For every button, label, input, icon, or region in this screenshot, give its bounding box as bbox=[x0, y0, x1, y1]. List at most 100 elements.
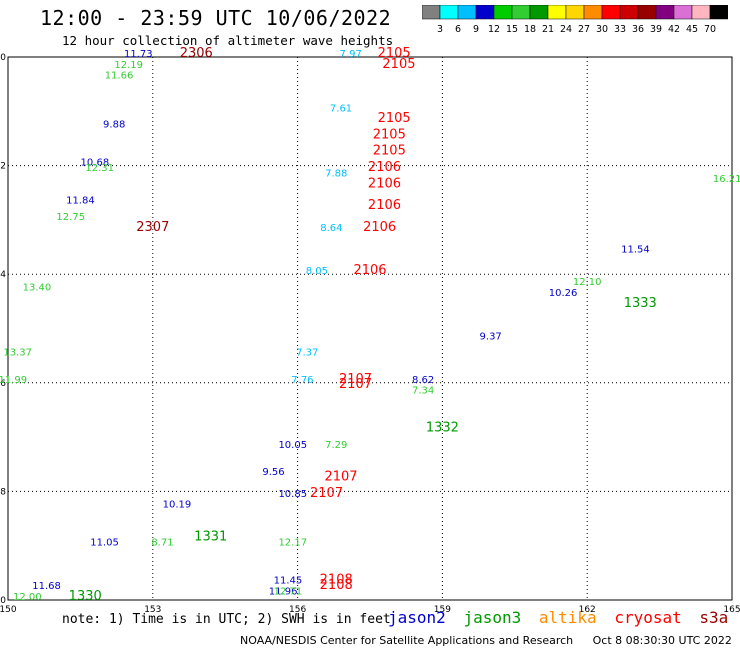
scale-tick-label: 42 bbox=[668, 24, 680, 35]
wave-height-value: 8.05 bbox=[306, 266, 328, 277]
x-tick-label: 153 bbox=[144, 605, 161, 615]
wave-height-value: 12.17 bbox=[278, 538, 307, 549]
pass-time-label: 1330 bbox=[69, 589, 102, 604]
scale-tick-label: 70 bbox=[704, 24, 716, 35]
track: 11.73 9.88 10.68 11.84 bbox=[66, 49, 153, 207]
wave-height-value: 13.40 bbox=[23, 282, 52, 293]
wave-height-color-scale: 3 6 9 12 15 18 21 24 27 30 33 36 39 42 45 70 bbox=[422, 5, 728, 35]
satellite-legend: jason2 jason3 altika cryosat s3a bbox=[388, 608, 736, 627]
y-tick-label: -50 bbox=[0, 53, 6, 63]
map-frame bbox=[7, 56, 733, 601]
wave-height-value: 7.34 bbox=[412, 386, 434, 397]
pass-time-label: 2105 bbox=[378, 111, 411, 126]
scale-tick-label: 24 bbox=[560, 24, 572, 35]
wave-height-value: 12.19 bbox=[114, 60, 143, 71]
track: 12.00 8.71 7.29 7.34 12.10 16.21 bbox=[13, 174, 740, 603]
legend-altika: altika bbox=[538, 608, 597, 627]
wave-height-value: 8.71 bbox=[151, 538, 173, 549]
track: 12.17 12.71 bbox=[274, 538, 307, 598]
pass-time-label: 2105 bbox=[373, 144, 406, 159]
y-tick-label: -54 bbox=[0, 270, 6, 280]
scale-tick-label: 33 bbox=[614, 24, 626, 35]
track: 11.68 11.05 10.19 9.56 8.62 9.37 10.26 11.54 bbox=[32, 244, 649, 592]
pass-time-label: 2105 bbox=[382, 57, 415, 72]
wave-height-value: 7.76 bbox=[291, 375, 313, 386]
pass-time-label: 2105 bbox=[378, 46, 411, 61]
wave-height-value: 7.97 bbox=[340, 49, 362, 60]
legend-jason2: jason2 bbox=[388, 608, 446, 627]
pass-time-label: 2107 bbox=[339, 377, 372, 392]
wave-height-value: 8.64 bbox=[320, 223, 342, 234]
wave-height-value: 11.68 bbox=[32, 581, 61, 592]
scale-tick-label: 12 bbox=[488, 24, 500, 35]
x-tick-label: 165 bbox=[723, 605, 740, 615]
y-tick-label: -52 bbox=[0, 162, 6, 172]
x-tick-label: 150 bbox=[0, 605, 17, 615]
pass-time-label: 2306 bbox=[180, 46, 213, 61]
pass-time-label: 2107 bbox=[339, 372, 372, 387]
y-tick-label: -56 bbox=[0, 379, 6, 389]
x-tick-label: 156 bbox=[289, 605, 306, 615]
pass-time-label: 1331 bbox=[194, 529, 227, 544]
y-tick-label: -58 bbox=[0, 487, 6, 497]
wave-height-value: 7.88 bbox=[325, 168, 347, 179]
pass-time-label: 2108 bbox=[320, 573, 353, 588]
pass-time-label: 2108 bbox=[320, 578, 353, 593]
x-tick-label: 159 bbox=[434, 605, 451, 615]
scale-tick-label: 21 bbox=[542, 24, 554, 35]
pass-time-label: 2106 bbox=[368, 176, 401, 191]
scale-swatch bbox=[709, 5, 728, 20]
wave-height-value: 12.75 bbox=[56, 212, 85, 223]
pass-time-label: 2107 bbox=[310, 486, 343, 501]
scale-tick-label: 9 bbox=[473, 24, 479, 35]
scale-tick-label: 15 bbox=[506, 24, 518, 35]
wave-height-value: 11.45 bbox=[274, 576, 303, 587]
scale-tick-label: 27 bbox=[578, 24, 590, 35]
wave-height-value: 12.31 bbox=[85, 163, 114, 174]
wave-height-value: 11.54 bbox=[621, 244, 650, 255]
pass-time-label: 2106 bbox=[368, 160, 401, 175]
wave-height-value: 11.84 bbox=[66, 196, 95, 207]
scale-tick-label: 6 bbox=[455, 24, 461, 35]
wave-height-value: 10.19 bbox=[163, 500, 192, 511]
scale-tick-label: 45 bbox=[686, 24, 698, 35]
pass-time-label: 1333 bbox=[624, 296, 657, 311]
wave-height-value: 11.99 bbox=[0, 375, 27, 386]
wave-height-value: 10.68 bbox=[81, 158, 110, 169]
wave-height-value: 9.56 bbox=[262, 467, 284, 478]
wave-height-value: 9.37 bbox=[480, 331, 502, 342]
wave-height-value: 11.05 bbox=[90, 538, 119, 549]
pass-time-label: 2106 bbox=[353, 263, 386, 278]
wave-height-value: 7.37 bbox=[296, 348, 318, 359]
wave-height-value: 11.96 bbox=[269, 587, 298, 598]
legend-s3a: s3a bbox=[699, 608, 729, 627]
pass-time-label: 2307 bbox=[136, 220, 169, 235]
wave-height-value: 7.61 bbox=[330, 103, 352, 114]
credit-line: NOAA/NESDIS Center for Satellite Applica… bbox=[240, 634, 732, 647]
y-tick-label: -60 bbox=[0, 596, 6, 606]
wave-height-value: 11.73 bbox=[124, 49, 153, 60]
wave-height-value: 11.66 bbox=[105, 71, 134, 82]
scale-tick-label: 36 bbox=[632, 24, 644, 35]
scale-tick-label: 3 bbox=[437, 24, 443, 35]
legend-cryosat: cryosat bbox=[614, 608, 682, 627]
scale-tick-label: 30 bbox=[596, 24, 608, 35]
scale-tick-label: 18 bbox=[524, 24, 536, 35]
wave-height-value: 16.21 bbox=[713, 174, 740, 185]
x-tick-label: 162 bbox=[579, 605, 596, 615]
wave-height-value: 12.00 bbox=[13, 592, 42, 603]
pass-time-label: 2107 bbox=[324, 470, 357, 485]
pass-time-label: 2105 bbox=[373, 127, 406, 142]
wave-height-value: 13.37 bbox=[3, 348, 32, 359]
credit-timestamp: Oct 8 08:30:30 UTC 2022 bbox=[592, 634, 732, 647]
credit-text: NOAA/NESDIS Center for Satellite Applica… bbox=[240, 634, 574, 647]
track: 7.97 7.61 7.88 8.64 8.05 7.37 7.76 bbox=[291, 49, 362, 386]
wave-height-value: 8.62 bbox=[412, 375, 434, 386]
wave-height-value: 12.10 bbox=[573, 277, 602, 288]
wave-height-value: 12.71 bbox=[274, 587, 303, 598]
legend-jason3: jason3 bbox=[463, 608, 522, 627]
map-title: 12:00 - 23:59 UTC 10/06/2022 bbox=[40, 6, 392, 30]
wave-height-value: 10.26 bbox=[549, 288, 578, 299]
